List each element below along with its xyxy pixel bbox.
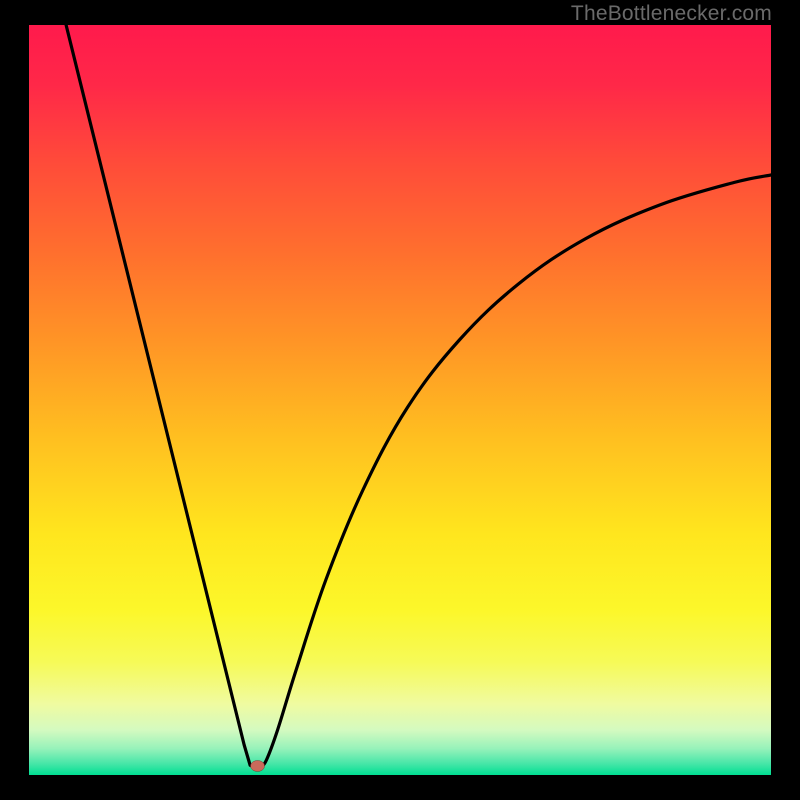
bottleneck-chart (29, 25, 771, 775)
watermark-text: TheBottlenecker.com (571, 2, 772, 26)
gradient-background (29, 25, 771, 775)
optimum-marker (251, 761, 265, 772)
